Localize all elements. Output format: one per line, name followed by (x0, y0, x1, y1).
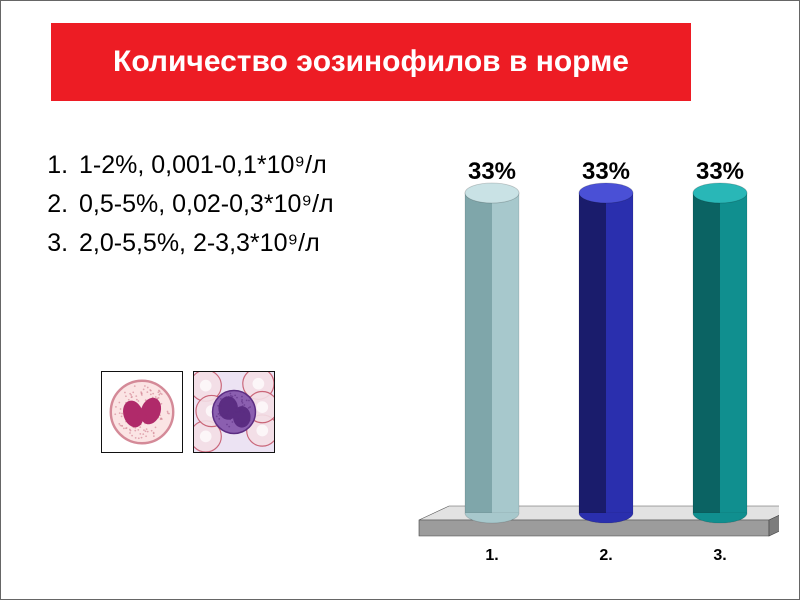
svg-text:1.: 1. (485, 547, 498, 561)
title-text: Количество эозинофилов в норме (113, 45, 629, 79)
answer-item: 1-2%, 0,001-0,1*10⁹/л (75, 146, 334, 185)
svg-text:3.: 3. (713, 547, 726, 561)
answer-item: 2,0-5,5%, 2-3,3*10⁹/л (75, 224, 334, 263)
svg-text:33%: 33% (468, 158, 516, 185)
svg-text:2.: 2. (599, 547, 612, 561)
cell-images (101, 371, 275, 453)
svg-text:33%: 33% (696, 158, 744, 185)
cell-image-eosinophil-1 (101, 371, 183, 453)
bar-chart-3d: 33% 1. 33% 2. 33% 3. (409, 146, 779, 561)
svg-text:33%: 33% (582, 158, 630, 185)
cell-image-eosinophil-2 (193, 371, 275, 453)
answer-list: 1-2%, 0,001-0,1*10⁹/л 0,5-5%, 0,02-0,3*1… (41, 146, 334, 262)
slide: Количество эозинофилов в норме 1-2%, 0,0… (0, 0, 800, 600)
answer-item: 0,5-5%, 0,02-0,3*10⁹/л (75, 185, 334, 224)
title-bar: Количество эозинофилов в норме (51, 23, 691, 101)
